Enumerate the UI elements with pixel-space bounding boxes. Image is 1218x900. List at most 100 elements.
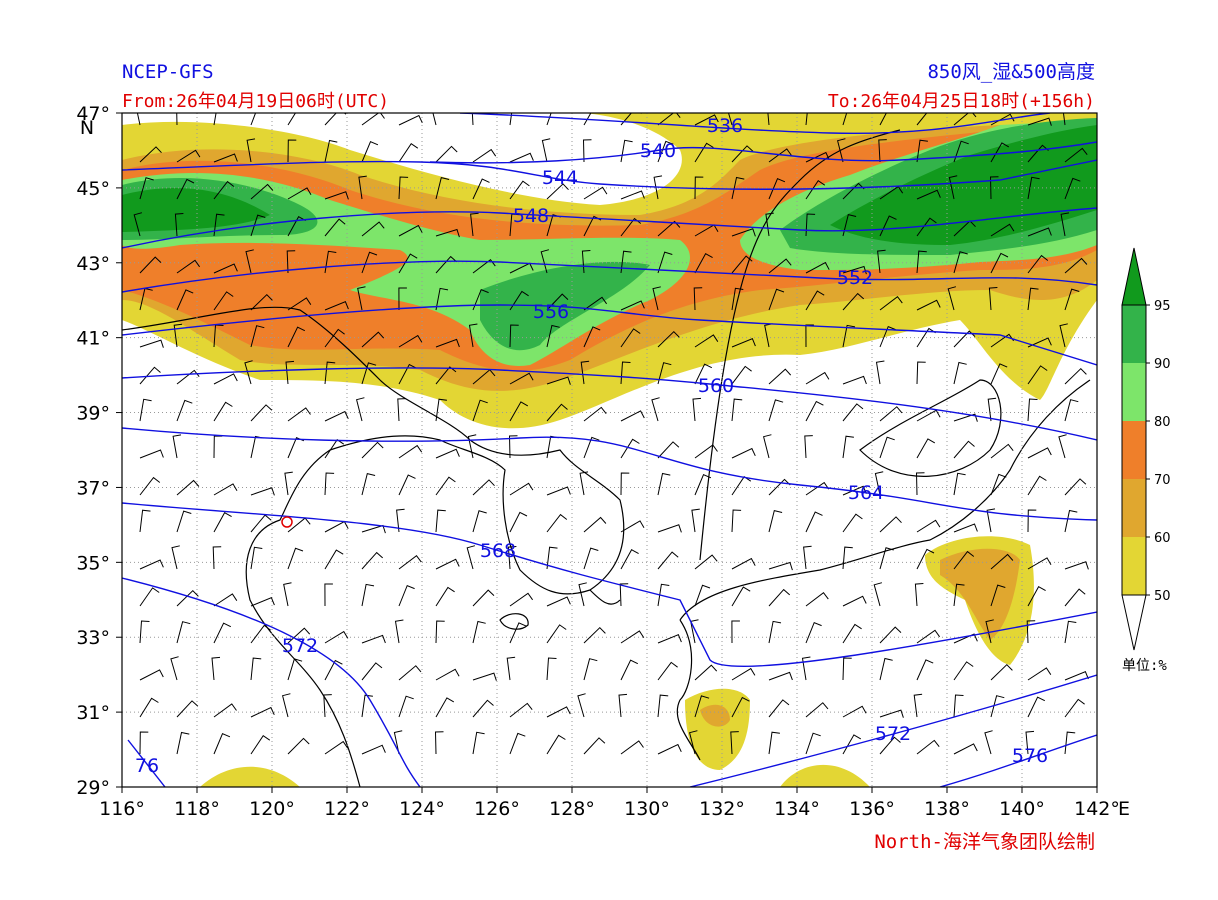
wind-barb: [246, 138, 256, 163]
wind-barb: [731, 557, 756, 570]
wind-barb: [1064, 177, 1081, 200]
wind-barb: [984, 730, 993, 755]
wind-barb: [768, 699, 790, 718]
wind-barb: [509, 290, 529, 311]
graticule: [122, 113, 1097, 787]
wind-barb: [879, 406, 903, 422]
wind-barb: [324, 361, 336, 385]
wind-barb: [577, 693, 586, 718]
wind-barb: [805, 621, 822, 644]
wind-barb: [546, 546, 558, 570]
wind-barb: [1062, 113, 1066, 126]
right-title: 850风_湿&500高度: [927, 61, 1095, 83]
wind-barb: [953, 251, 968, 274]
wind-barb: [916, 361, 926, 385]
wind-barb: [213, 180, 235, 200]
wind-barb: [213, 435, 223, 459]
wind-barb: [361, 694, 373, 718]
colorbar-tick-label: 95: [1154, 299, 1171, 314]
contour-label: 572: [875, 723, 911, 745]
wind-barb: [139, 177, 154, 200]
wind-barb: [805, 213, 816, 237]
wind-barb: [731, 696, 750, 718]
wind-barb: [731, 667, 756, 681]
wind-barb: [620, 250, 632, 274]
coastlines: [122, 129, 1091, 787]
wind-barb: [139, 449, 164, 459]
wind-barb: [509, 401, 529, 422]
wind-barb: [877, 249, 886, 274]
wind-barb: [913, 693, 923, 718]
colorbar-segment: [1122, 421, 1146, 479]
wind-barb: [1060, 212, 1070, 237]
wind-barb: [842, 375, 867, 385]
wind-barb: [546, 624, 567, 644]
wind-barb: [287, 139, 297, 163]
wind-barb: [731, 476, 752, 496]
wind-barb: [1064, 588, 1086, 607]
wind-barb: [947, 286, 957, 311]
wind-barb: [731, 509, 742, 533]
wind-barb: [324, 472, 335, 496]
wind-barb: [694, 114, 719, 126]
wind-barb: [582, 139, 592, 163]
wind-barb: [435, 255, 458, 274]
wind-barb: [990, 363, 1008, 385]
contour-label: 576: [1012, 745, 1048, 767]
wind-barb: [361, 634, 386, 644]
lon-tick-label: 116°: [99, 798, 145, 820]
wind-barb: [1064, 561, 1089, 570]
wind-barb: [1064, 620, 1077, 644]
left-title: NCEP-GFS: [122, 61, 214, 83]
wind-barb: [361, 251, 378, 274]
wind-barb: [620, 630, 645, 644]
wind-barb: [324, 410, 349, 422]
wind-barb: [620, 740, 644, 755]
wind-barb: [324, 218, 346, 237]
wind-barb: [988, 287, 998, 311]
right-subtitle: To:26年04月25日18时(+156h): [828, 91, 1095, 112]
contour-label: 540: [640, 140, 676, 162]
map-frame: [121, 112, 1098, 788]
lat-tick-label: 45°: [76, 178, 110, 200]
wind-barb: [657, 362, 672, 385]
wind-barb: [324, 191, 349, 200]
lon-tick-label: 140°: [999, 798, 1045, 820]
wind-barb: [398, 474, 416, 496]
wind-barb: [213, 401, 233, 422]
wind-barb: [250, 657, 262, 681]
wind-barb: [657, 634, 682, 644]
wind-barb: [398, 363, 417, 385]
wind-barb: [394, 619, 404, 644]
wind-barb: [915, 472, 925, 496]
wind-barb: [583, 516, 607, 533]
wind-barb: [805, 151, 830, 163]
wind-barb: [546, 183, 569, 200]
wind-barb: [762, 434, 772, 459]
wind-barb: [398, 584, 415, 607]
wind-barb: [1027, 475, 1047, 496]
wind-barb: [139, 731, 149, 755]
wind-barb: [509, 180, 530, 200]
wind-barb: [213, 622, 232, 644]
wind-barb: [842, 623, 862, 644]
wind-barb: [1027, 337, 1052, 348]
wind-barb: [361, 583, 375, 607]
wind-barb: [1027, 696, 1046, 718]
wind-barb: [546, 113, 552, 126]
wind-barb: [176, 731, 190, 755]
colorbar-frame: [1121, 304, 1147, 596]
wind-barb: [213, 153, 238, 163]
wind-barb: [1025, 730, 1035, 755]
wind-barb: [805, 113, 808, 126]
wind-barb: [731, 228, 756, 237]
wind-barb: [651, 397, 660, 422]
colorbar-tick-label: 60: [1154, 531, 1171, 546]
colorbar-under: [1121, 594, 1147, 651]
wind-barb: [953, 694, 964, 718]
wind-barb: [324, 113, 347, 126]
wind-barb: [914, 583, 924, 607]
wind-barb: [620, 438, 640, 459]
wind-barb: [393, 730, 403, 755]
wind-barb: [250, 735, 271, 755]
